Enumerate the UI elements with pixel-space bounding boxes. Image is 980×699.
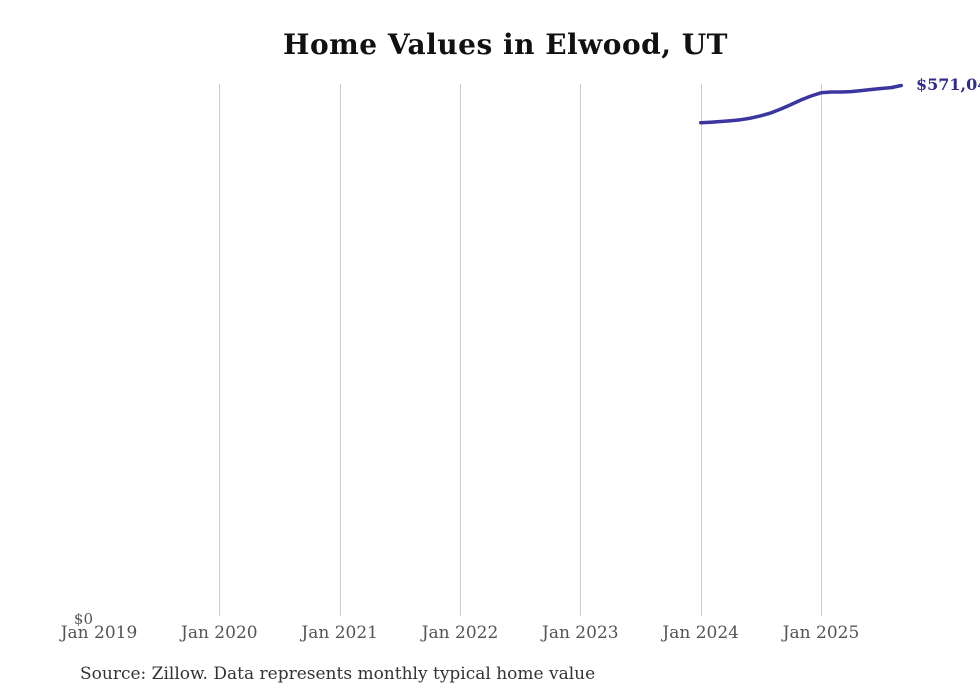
x-tick-label: Jan 2023: [542, 623, 619, 643]
x-tick-label: Jan 2019: [60, 623, 138, 643]
y-axis-zero-label: $0: [73, 610, 93, 628]
home-value-line: [698, 83, 903, 125]
x-tick-label: Jan 2024: [662, 623, 739, 643]
x-tick-label: Jan 2022: [421, 623, 499, 643]
latest-value-label: $571,044: [916, 75, 980, 94]
x-tick-label: Jan 2025: [782, 623, 860, 643]
chart-title: Home Values in Elwood, UT: [283, 28, 728, 61]
x-tick-label: Jan 2021: [301, 623, 378, 643]
x-tick-label: Jan 2020: [181, 623, 258, 643]
source-note: Source: Zillow. Data represents monthly …: [80, 664, 596, 684]
